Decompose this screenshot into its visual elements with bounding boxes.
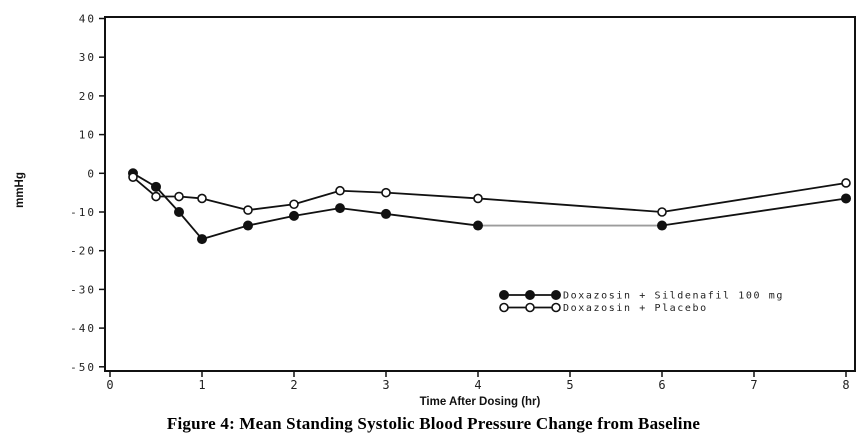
y-tick-label: -10 [70,206,96,219]
series-sildenafil-marker [174,207,184,217]
series-placebo-marker [473,193,483,204]
series-sildenafil-segment [155,186,180,213]
y-tick-label: -30 [70,283,96,296]
series-sildenafil-marker [473,220,483,231]
series-placebo-marker [128,172,138,182]
series-placebo-segment [247,203,295,211]
x-tick-label: 4 [474,378,481,392]
series-sildenafil-segment [339,207,387,215]
series-placebo-marker [243,205,253,215]
y-tick-label: 0 [87,167,96,180]
series-placebo-marker [197,193,207,204]
legend-item-placebo-marker [551,302,561,313]
series-placebo-segment [661,182,847,213]
series-placebo-segment [385,191,479,200]
series-placebo-segment [477,197,663,213]
series-sildenafil-segment [385,213,479,227]
legend-item-placebo-label: Doxazosin + Placebo [563,303,708,314]
series-placebo-marker [381,187,391,198]
legend-item-placebo-marker [525,302,535,313]
figure-caption: Figure 4: Mean Standing Systolic Blood P… [166,414,701,433]
series-sildenafil-marker [841,193,851,204]
y-tick-label: 20 [79,90,96,103]
legend-item-sildenafil-marker [525,290,535,300]
series-placebo-marker [841,178,851,188]
series-placebo-marker [335,185,345,196]
series-placebo-marker [151,191,161,202]
y-tick-label: -40 [70,322,96,335]
legend-item-sildenafil-marker [499,290,509,300]
series-sildenafil-segment [201,224,249,240]
x-tick-label: 7 [750,378,757,392]
series-sildenafil-segment [247,214,295,227]
y-tick-label: 40 [79,13,96,26]
legend-item-sildenafil-label: Doxazosin + Sildenafil 100 mg [563,291,784,302]
x-axis-title: Time After Dosing (hr) [420,396,541,408]
x-tick-label: 3 [382,378,389,392]
series-sildenafil-marker [335,203,345,214]
series-placebo-marker [657,207,667,217]
series-sildenafil-marker [243,220,253,231]
series-placebo-segment [201,197,249,211]
series-sildenafil-marker [289,210,299,221]
series-sildenafil-segment [293,207,341,217]
y-tick-label: 30 [79,51,96,64]
x-tick-label: 6 [658,378,665,392]
bp-line-chart: 40 30 20 10 0 -10 -20 -30 -40 -50 0 1 2 3 4 5 6 7 8 mmHg Tim… [14,13,856,408]
series-sildenafil-segment [178,211,203,240]
x-tick-label: 2 [290,378,297,392]
series-sildenafil-segment [661,197,847,227]
legend-item-placebo-marker [499,302,509,313]
y-tick-label: -50 [70,361,96,374]
series-placebo-marker [289,199,299,210]
x-tick-label: 0 [106,378,113,392]
x-tick-label: 8 [842,378,849,392]
x-tick-label: 5 [566,378,573,392]
series-placebo-segment [339,189,387,194]
y-axis-title: mmHg [14,172,26,208]
series-sildenafil-marker [381,208,391,219]
plot-frame [104,16,856,372]
legend-item-sildenafil-marker [551,290,561,300]
series-sildenafil-marker [151,181,161,192]
y-tick-label: 10 [79,129,96,142]
series-placebo-segment [293,189,341,206]
series-placebo-segment [132,176,157,198]
series-placebo-marker [174,191,184,202]
series-sildenafil-marker [657,220,667,231]
y-tick-label: -20 [70,245,96,258]
series-sildenafil-marker [197,234,207,245]
x-tick-label: 1 [198,378,205,392]
